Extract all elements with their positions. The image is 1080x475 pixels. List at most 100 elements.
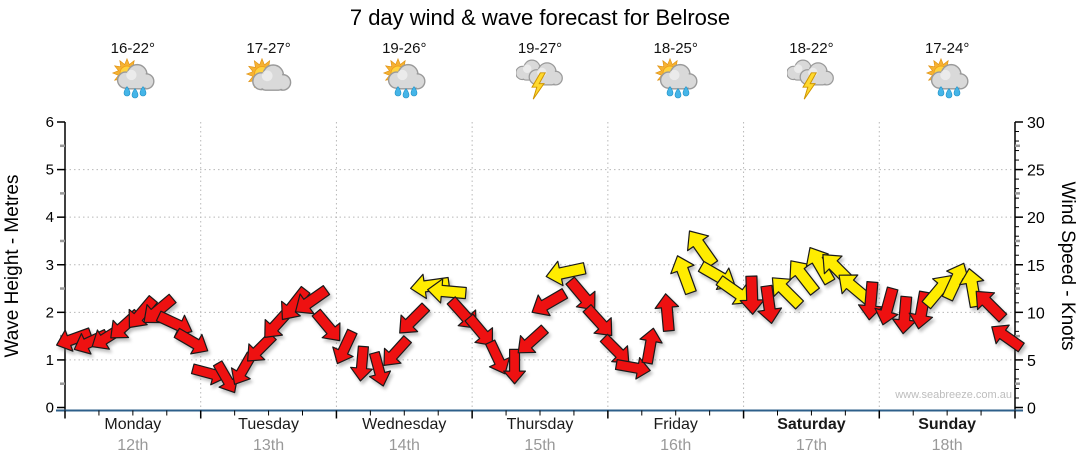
day-name: Monday — [104, 416, 162, 433]
raindrop — [410, 86, 418, 97]
temp-range: 16-22° — [110, 40, 156, 57]
gridlines — [65, 122, 1015, 411]
raindrop — [394, 86, 402, 97]
left-tick-label: 1 — [46, 352, 54, 369]
wind-arrow-series — [55, 230, 1025, 394]
wind-arrow — [281, 285, 311, 321]
right-tick-label: 5 — [1027, 353, 1036, 370]
day-date: 17th — [795, 437, 827, 454]
day-forecast-monday: 16-22° — [67, 40, 199, 104]
raindrop — [953, 86, 961, 97]
x-axis-day-wednesday: Wednesday 14th — [334, 414, 474, 456]
temp-range: 19-26° — [382, 40, 427, 57]
left-tick-label: 4 — [46, 209, 54, 226]
day-forecast-tuesday: 17-27° — [203, 40, 335, 104]
sun-cloud-icon — [245, 58, 291, 91]
wind-arrow — [369, 351, 392, 387]
wind-arrow — [565, 276, 596, 311]
wind-arrow — [599, 333, 630, 364]
wind-arrow — [173, 327, 209, 355]
day-forecast-sunday: 17-24° — [881, 40, 1013, 104]
wind-arrow — [531, 288, 569, 317]
cloud — [931, 63, 969, 90]
x-axis-day-friday: Friday 16th — [606, 414, 746, 456]
cloud — [116, 63, 155, 90]
wind-arrow — [614, 357, 651, 380]
day-date: 14th — [388, 437, 420, 454]
right-tick-label: 20 — [1027, 210, 1045, 227]
temp-range: 19-27° — [517, 40, 563, 57]
day-name: Tuesday — [238, 416, 299, 433]
wind-arrow — [517, 324, 549, 354]
temp-range: 17-27° — [246, 40, 291, 57]
day-date: 18th — [931, 437, 963, 454]
day-date: 16th — [660, 437, 692, 454]
wind-arrow — [128, 295, 158, 329]
wind-arrow — [350, 345, 373, 382]
day-date: 12th — [117, 437, 149, 454]
x-axis-day-sunday: Sunday 18th — [877, 414, 1017, 456]
lightning-bolt — [531, 72, 547, 100]
wind-arrow — [427, 278, 467, 304]
wind-arrow — [383, 335, 412, 366]
x-axis-day-tuesday: Tuesday 13th — [199, 414, 339, 456]
axes: 0 1 2 3 4 5 6 0 5 10 15 20 25 30 — [46, 114, 1045, 419]
x-axis-day-saturday: Saturday 17th — [741, 414, 881, 456]
day-forecast-wednesday: 19-26° — [338, 40, 470, 104]
wind-arrow — [639, 327, 663, 365]
day-name: Thursday — [506, 416, 574, 433]
left-tick-label: 6 — [46, 114, 54, 131]
wind-arrow — [686, 230, 719, 269]
wind-arrow — [485, 339, 511, 375]
temp-range: 17-24° — [924, 40, 970, 57]
day-forecast-friday: 18-25° — [610, 40, 742, 104]
sun-cloud-rain-icon — [654, 58, 698, 99]
wind-arrow — [55, 327, 93, 352]
day-name: Friday — [653, 416, 698, 433]
cloud — [251, 64, 291, 91]
wind-arrow — [294, 285, 331, 315]
raindrop — [945, 88, 953, 99]
wind-arrow — [991, 324, 1025, 353]
day-date: 13th — [252, 437, 285, 454]
raindrop — [402, 88, 410, 99]
right-tick-label: 0 — [1027, 401, 1036, 418]
x-axis-day-monday: Monday 12th — [63, 414, 203, 456]
wind-arrow — [503, 348, 527, 385]
sun-cloud-rain-icon — [111, 58, 155, 99]
day-name: Wednesday — [362, 416, 447, 433]
day-forecast-saturday: 18-22° — [745, 40, 877, 104]
raindrop — [666, 86, 674, 97]
day-forecast-thursday: 19-27° — [474, 40, 606, 104]
day-date: 15th — [524, 437, 556, 454]
day-name: Sunday — [918, 416, 977, 433]
temp-range: 18-22° — [789, 40, 834, 57]
chart-title: 7 day wind & wave forecast for Belrose — [349, 5, 731, 30]
wind-arrow — [582, 304, 613, 337]
x-axis-day-thursday: Thursday 15th — [470, 414, 610, 456]
sun-cloud-rain-icon — [926, 58, 969, 99]
cloud-lightning-icon — [787, 59, 835, 100]
wind-arrow — [874, 286, 899, 326]
wind-arrow — [670, 255, 697, 296]
left-tick-label: 3 — [46, 257, 54, 274]
right-tick-label: 30 — [1027, 115, 1045, 132]
wind-arrow — [332, 328, 358, 365]
wind-arrow — [715, 275, 752, 305]
raindrop — [674, 88, 682, 99]
raindrop — [131, 88, 139, 99]
raindrop — [123, 86, 131, 97]
wind-arrow — [399, 302, 431, 334]
wind-arrow — [545, 260, 587, 287]
wind-arrow — [464, 313, 494, 346]
cloud-lightning-icon — [516, 59, 563, 100]
left-tick-label: 0 — [46, 400, 54, 417]
wind-arrow — [654, 293, 680, 332]
temp-range: 18-25° — [653, 40, 698, 57]
day-name: Saturday — [777, 416, 846, 433]
wind-arrow — [771, 277, 805, 310]
sun-cloud-rain-icon — [383, 58, 426, 99]
right-tick-label: 25 — [1027, 163, 1045, 180]
